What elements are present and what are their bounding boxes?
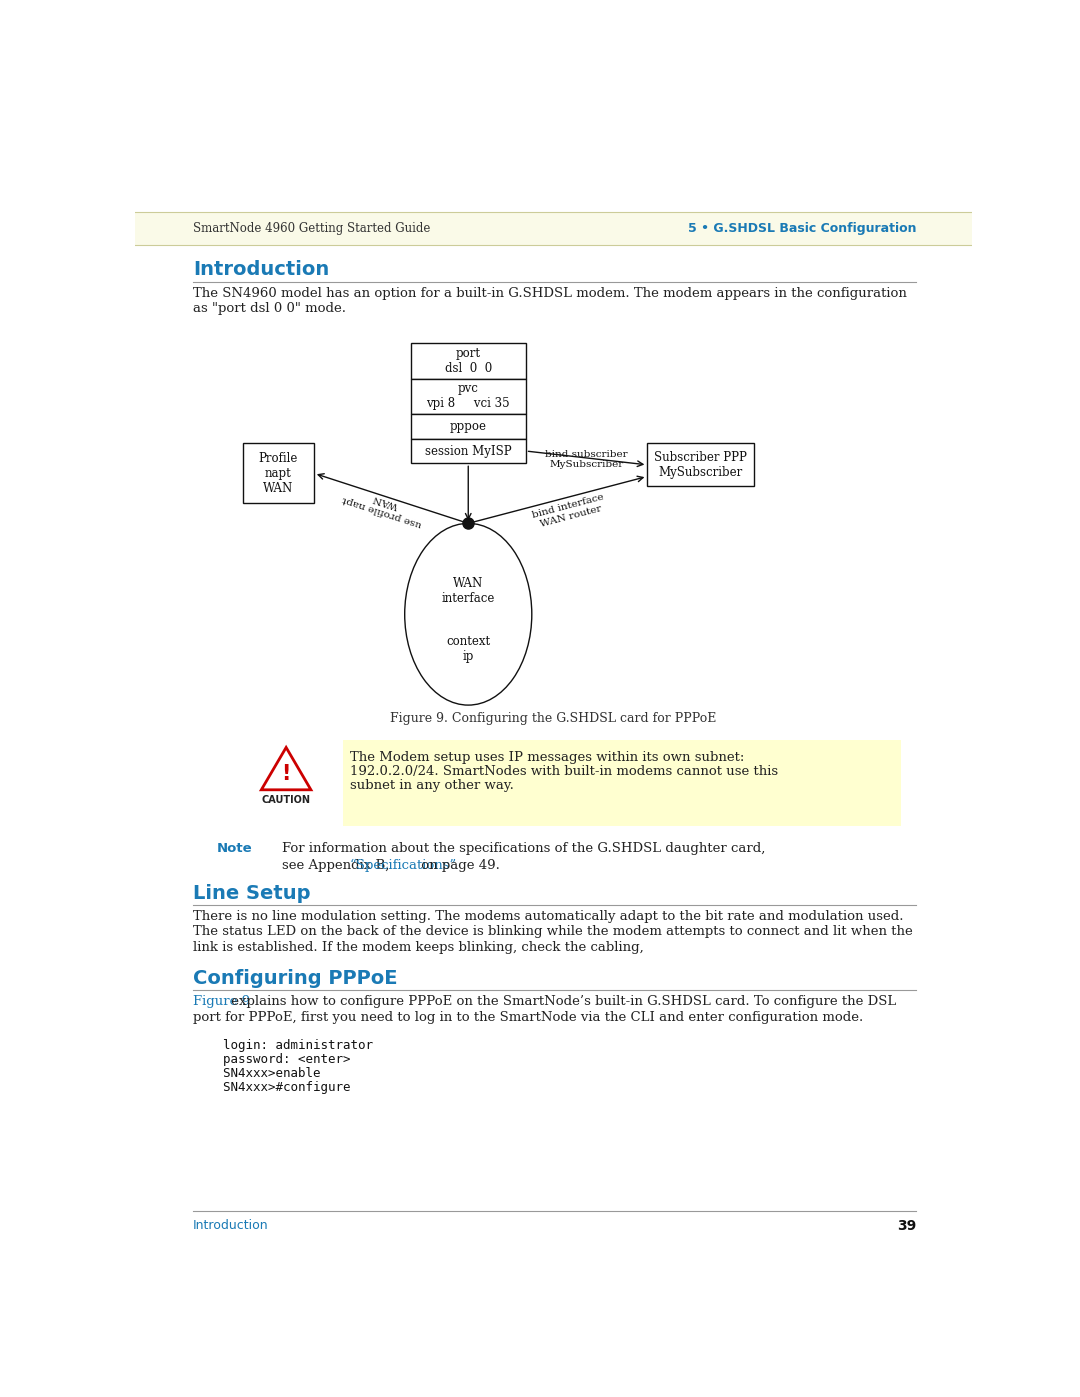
Text: CAUTION: CAUTION xyxy=(261,795,311,805)
Text: The status LED on the back of the device is blinking while the modem attempts to: The status LED on the back of the device… xyxy=(193,925,913,939)
Text: Introduction: Introduction xyxy=(193,1218,269,1232)
Text: SN4xxx>enable: SN4xxx>enable xyxy=(193,1067,321,1080)
Text: Profile
napt
WAN: Profile napt WAN xyxy=(259,451,298,495)
Text: bind interface
WAN router: bind interface WAN router xyxy=(531,493,608,531)
Bar xyxy=(342,740,901,826)
Text: 39: 39 xyxy=(897,1218,916,1232)
Text: Line Setup: Line Setup xyxy=(193,884,311,902)
Text: link is established. If the modem keeps blinking, check the cabling,: link is established. If the modem keeps … xyxy=(193,940,644,954)
Text: pvc
vpi 8     vci 35: pvc vpi 8 vci 35 xyxy=(427,383,510,411)
Text: pppoe: pppoe xyxy=(449,420,487,433)
Text: login: administrator: login: administrator xyxy=(193,1039,373,1052)
Text: SmartNode 4960 Getting Started Guide: SmartNode 4960 Getting Started Guide xyxy=(193,222,431,235)
Text: Figure 9. Configuring the G.SHDSL card for PPPoE: Figure 9. Configuring the G.SHDSL card f… xyxy=(390,712,717,725)
Text: Subscriber PPP
MySubscriber: Subscriber PPP MySubscriber xyxy=(654,451,747,479)
Text: bind subscriber: bind subscriber xyxy=(545,450,627,458)
Polygon shape xyxy=(261,747,311,789)
Text: 192.0.2.0/24. SmartNodes with built-in modems cannot use this: 192.0.2.0/24. SmartNodes with built-in m… xyxy=(350,766,779,778)
Text: “Specifications”: “Specifications” xyxy=(350,859,457,872)
Text: MySubscriber: MySubscriber xyxy=(550,460,623,469)
Text: as "port dsl 0 0" mode.: as "port dsl 0 0" mode. xyxy=(193,302,346,316)
Bar xyxy=(243,443,314,503)
Text: 5 • G.SHDSL Basic Configuration: 5 • G.SHDSL Basic Configuration xyxy=(688,222,916,235)
Text: Note: Note xyxy=(216,842,252,855)
Text: SN4xxx>#configure: SN4xxx>#configure xyxy=(193,1081,351,1094)
Text: port
dsl  0  0: port dsl 0 0 xyxy=(445,346,491,374)
Text: explains how to configure PPPoE on the SmartNode’s built-in G.SHDSL card. To con: explains how to configure PPPoE on the S… xyxy=(227,996,896,1009)
Text: on page 49.: on page 49. xyxy=(417,859,500,872)
Text: There is no line modulation setting. The modems automatically adapt to the bit r: There is no line modulation setting. The… xyxy=(193,909,904,923)
Bar xyxy=(410,439,526,464)
Text: The Modem setup uses IP messages within its own subnet:: The Modem setup uses IP messages within … xyxy=(350,752,745,764)
Text: The SN4960 model has an option for a built-in G.SHDSL modem. The modem appears i: The SN4960 model has an option for a bui… xyxy=(193,286,907,300)
Text: Configuring PPPoE: Configuring PPPoE xyxy=(193,970,397,988)
Text: WAN
interface: WAN interface xyxy=(442,577,495,605)
Text: context
ip: context ip xyxy=(446,634,490,664)
Bar xyxy=(410,414,526,439)
Bar xyxy=(647,443,754,486)
Text: session MyISP: session MyISP xyxy=(424,444,512,457)
Text: password: <enter>: password: <enter> xyxy=(193,1053,351,1066)
Text: Introduction: Introduction xyxy=(193,260,329,279)
Text: subnet in any other way.: subnet in any other way. xyxy=(350,780,514,792)
Text: port for PPPoE, first you need to log in to the SmartNode via the CLI and enter : port for PPPoE, first you need to log in… xyxy=(193,1011,863,1024)
Bar xyxy=(410,379,526,414)
Bar xyxy=(135,212,972,244)
Ellipse shape xyxy=(405,524,531,705)
Text: use profile napt
WAN: use profile napt WAN xyxy=(341,483,426,528)
Text: !: ! xyxy=(282,764,291,784)
Text: see Appendix B,: see Appendix B, xyxy=(282,859,394,872)
Bar xyxy=(410,344,526,379)
Text: For information about the specifications of the G.SHDSL daughter card,: For information about the specifications… xyxy=(282,842,766,855)
Text: Figure 9: Figure 9 xyxy=(193,996,251,1009)
